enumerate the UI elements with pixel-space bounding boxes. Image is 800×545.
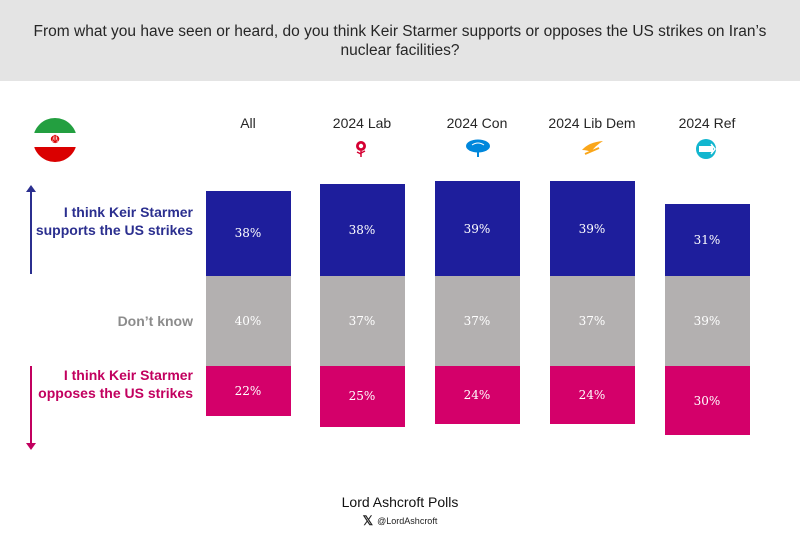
data-label: 39%	[578, 221, 606, 236]
data-label: 24%	[578, 388, 606, 403]
arrow-up-icon	[26, 185, 36, 192]
data-label: 39%	[693, 314, 721, 328]
column-heading: 2024 Lab	[332, 115, 392, 131]
data-label: 37%	[578, 314, 606, 328]
column-heading: 2024 Ref	[678, 115, 736, 131]
arrow-down-icon	[26, 443, 36, 450]
column-heading: 2024 Con	[446, 115, 508, 131]
bar-dont-know: 37%	[549, 276, 635, 366]
bar-dont-know: 40%	[205, 276, 291, 366]
bar-opposes: 24%	[549, 366, 635, 425]
twitter-handle: @LordAshcroft	[377, 516, 438, 526]
bar-supports: 39%	[549, 181, 635, 276]
data-label: 39%	[463, 221, 491, 236]
labour-rose-icon	[349, 138, 373, 158]
row-label-dont-know: Don’t know	[117, 313, 193, 329]
bar-dont-know: 37%	[319, 276, 405, 366]
footer-handle-line: 𝕏 @LordAshcroft	[0, 513, 800, 529]
data-label: 31%	[693, 233, 721, 248]
bar-opposes: 22%	[205, 366, 291, 416]
libdem-bird-icon	[579, 138, 603, 158]
x-logo-icon: 𝕏	[362, 513, 374, 528]
question-banner: From what you have seen or heard, do you…	[0, 0, 800, 81]
question-text: From what you have seen or heard, do you…	[33, 22, 767, 59]
bar-opposes: 30%	[664, 366, 750, 436]
data-label: 37%	[348, 314, 376, 328]
bar-supports: 38%	[319, 183, 405, 276]
bar-supports: 38%	[205, 190, 291, 276]
data-label: 22%	[234, 383, 262, 398]
opposes-axis-line	[30, 366, 32, 446]
reform-icon	[694, 138, 718, 159]
bar-opposes: 25%	[319, 366, 405, 427]
supports-axis-line	[30, 190, 32, 274]
iran-flag-icon: ☫	[33, 118, 77, 162]
data-label: 24%	[463, 388, 491, 403]
bar-opposes: 24%	[434, 366, 520, 425]
bar-dont-know: 39%	[664, 276, 750, 366]
row-label-opposes: I think Keir Starmer opposes the US stri…	[38, 367, 193, 401]
column-heading: 2024 Lib Dem	[548, 115, 636, 131]
data-label: 30%	[693, 393, 721, 408]
bar-supports: 39%	[434, 181, 520, 276]
footer-title: Lord Ashcroft Polls	[341, 494, 459, 510]
bar-supports: 31%	[664, 204, 750, 276]
data-label: 38%	[348, 222, 376, 237]
conservative-tree-icon	[464, 138, 490, 158]
column-heading: All	[240, 115, 256, 131]
bar-dont-know: 37%	[434, 276, 520, 366]
data-label: 25%	[348, 389, 376, 404]
data-label: 40%	[234, 314, 262, 328]
row-label-supports: I think Keir Starmer supports the US str…	[35, 204, 193, 238]
data-label: 38%	[234, 226, 262, 241]
data-label: 37%	[463, 314, 491, 328]
